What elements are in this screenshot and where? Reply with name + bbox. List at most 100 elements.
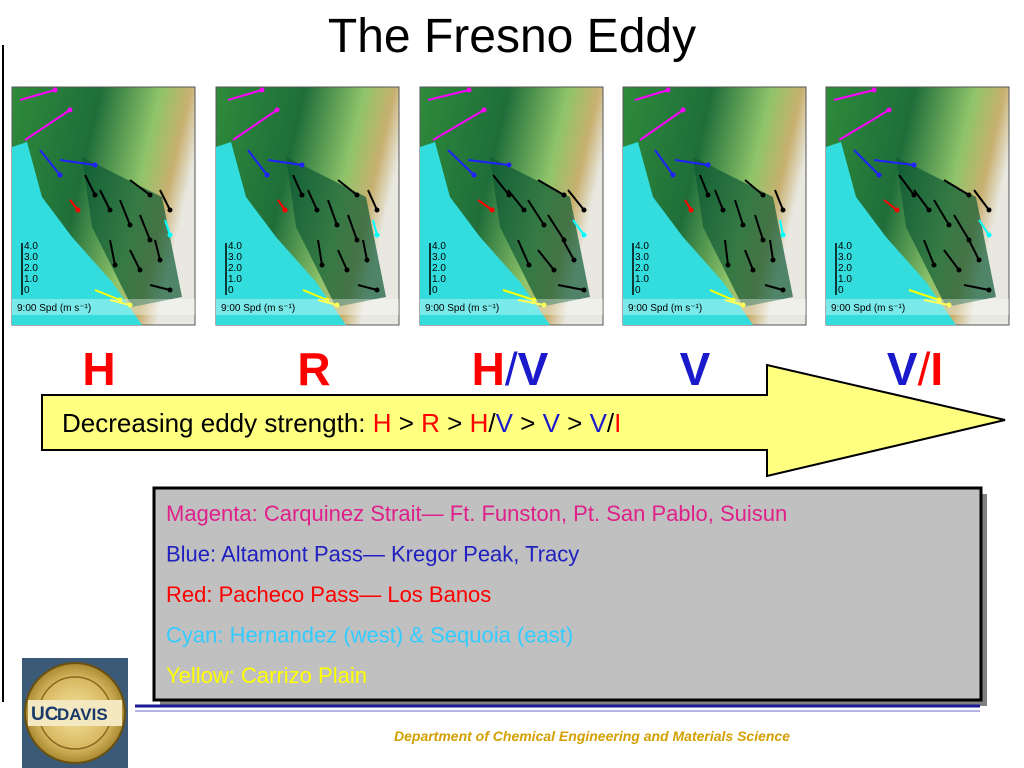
wind-arrow-head <box>931 262 937 268</box>
map-label: R <box>297 343 330 395</box>
wind-arrow-head <box>147 192 153 198</box>
arrow-text-part: > <box>560 408 590 438</box>
wind-arrow <box>769 239 774 261</box>
map-label-part: R <box>297 343 330 395</box>
arrow-text-part: H <box>373 408 392 438</box>
wind-arrow <box>634 89 669 101</box>
wind-arrow-head <box>167 232 173 238</box>
wind-arrow <box>517 239 530 266</box>
map-label: V <box>680 343 711 395</box>
scale-label: 4.0 <box>228 241 242 252</box>
arrow-text-part: > <box>513 408 543 438</box>
scale-label: 0 <box>432 285 438 296</box>
wind-arrow-head <box>705 162 711 168</box>
map-caption: 9:00 Spd (m s⁻¹) <box>628 303 702 314</box>
scale-label: 0 <box>228 285 234 296</box>
map-label-part: V <box>518 343 549 395</box>
wind-arrow <box>227 89 263 101</box>
map-water <box>623 142 753 325</box>
wind-arrow-head <box>780 287 786 293</box>
wind-arrow <box>562 239 575 261</box>
wind-arrow-head <box>886 107 892 113</box>
wind-arrow <box>527 199 545 226</box>
wind-arrow <box>302 289 328 301</box>
wind-arrow-head <box>876 172 882 178</box>
wind-arrow <box>557 284 585 291</box>
wind-arrow-head <box>780 207 786 213</box>
wind-arrow-head <box>127 222 133 228</box>
wind-arrow-head <box>926 207 932 213</box>
wind-arrow <box>567 189 585 211</box>
scale-label: 1.0 <box>432 274 446 285</box>
map-label-part: / <box>505 343 518 395</box>
map: 4.03.02.01.00 9:00 Spd (m s⁻¹) <box>622 86 807 326</box>
wind-arrow-head <box>770 257 776 263</box>
wind-arrow-head <box>750 267 756 273</box>
legend-line: Red: Pacheco Pass— Los Banos <box>166 582 491 607</box>
wind-arrow-head <box>364 257 370 263</box>
wind-arrow-head <box>740 302 746 308</box>
legend-line: Magenta: Carquinez Strait— Ft. Funston, … <box>166 501 787 526</box>
wind-arrow <box>59 159 96 166</box>
wind-arrow-head <box>112 262 118 268</box>
wind-arrow-head <box>725 262 731 268</box>
footer-text: Department of Chemical Engineering and M… <box>394 728 790 744</box>
arrow-text-part: V <box>496 408 514 438</box>
wind-arrow-head <box>911 162 917 168</box>
wind-arrow-head <box>299 192 305 198</box>
wind-arrow-head <box>374 207 380 213</box>
arrow-text: Decreasing eddy strength: H > R > H/V > … <box>62 408 621 438</box>
legend: Magenta: Carquinez Strait— Ft. Funston, … <box>166 501 787 688</box>
legend-line: Yellow: Carrizo Plain <box>166 663 367 688</box>
wind-arrow <box>307 189 318 211</box>
wind-arrow <box>337 179 358 196</box>
wind-arrow <box>724 299 744 306</box>
map-label-part: / <box>918 343 931 395</box>
wind-arrow-head <box>319 262 325 268</box>
arrow-text-part: / <box>488 408 496 438</box>
wind-arrow <box>734 199 744 226</box>
wind-arrow <box>317 239 323 266</box>
wind-arrow-head <box>157 257 163 263</box>
wind-arrow-head <box>471 172 477 178</box>
scale-label: 2.0 <box>635 263 649 274</box>
arrow-text-part: > <box>392 408 422 438</box>
scale-label: 3.0 <box>838 252 852 263</box>
wind-arrow <box>492 174 510 196</box>
map-label-part: H <box>82 343 115 395</box>
wind-arrow-head <box>489 207 495 213</box>
wind-arrow-head <box>911 192 917 198</box>
wind-arrow <box>744 249 754 271</box>
scale-label: 1.0 <box>228 274 242 285</box>
wind-arrow <box>327 199 338 226</box>
wind-arrow <box>109 299 131 306</box>
wind-arrow-head <box>871 87 877 93</box>
wind-arrow <box>139 214 151 241</box>
wind-arrow <box>432 109 485 141</box>
wind-arrow <box>109 239 116 266</box>
wind-arrow <box>159 189 171 211</box>
wind-arrow-head <box>506 162 512 168</box>
wind-arrow-head <box>107 207 113 213</box>
scale-label: 1.0 <box>838 274 852 285</box>
map-label: H <box>82 343 115 395</box>
map-water <box>216 142 346 325</box>
wind-arrow <box>467 159 510 166</box>
arrow-text-part: R <box>421 408 440 438</box>
wind-arrow-head <box>67 107 73 113</box>
wind-arrow-head <box>274 107 280 113</box>
wind-arrow <box>129 179 151 196</box>
wind-arrow-head <box>92 162 98 168</box>
wind-arrow <box>963 284 990 291</box>
scale-label: 2.0 <box>24 263 38 274</box>
wind-arrow-head <box>167 287 173 293</box>
wind-arrow-head <box>75 207 81 213</box>
wind-arrow <box>714 189 724 211</box>
scale-label: 0 <box>838 285 844 296</box>
wind-arrow-head <box>481 107 487 113</box>
caption-bg <box>623 299 806 315</box>
wind-arrow <box>953 214 970 241</box>
scale-label: 4.0 <box>635 241 649 252</box>
wind-arrow <box>317 299 338 306</box>
wind-arrow-head <box>259 87 265 93</box>
